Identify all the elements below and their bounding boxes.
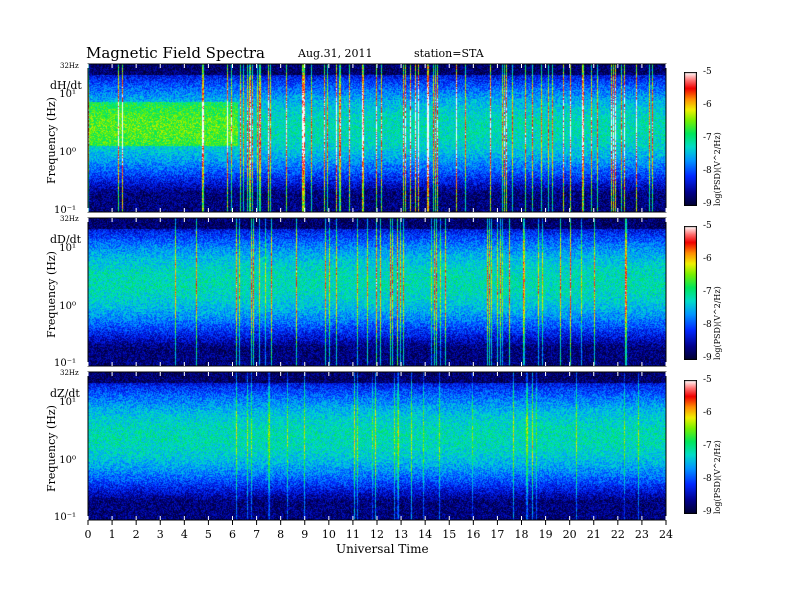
x-tick-label: 9 bbox=[301, 528, 309, 541]
panel-1-colorbar bbox=[684, 72, 697, 206]
x-axis-label: Universal Time bbox=[336, 542, 429, 556]
panel-3-spectrogram bbox=[88, 372, 666, 520]
x-tick-label: 1 bbox=[108, 528, 116, 541]
panel-1-label: dH/dt bbox=[50, 79, 82, 92]
x-tick-label: 17 bbox=[490, 528, 505, 541]
chart-station: station=STA bbox=[414, 47, 484, 60]
x-tick-label: 6 bbox=[229, 528, 236, 541]
panel-1-cb-tick-8: -8 bbox=[703, 166, 712, 176]
panel-1-top-freq: 32Hz bbox=[60, 62, 79, 70]
panel-3-cb-tick-9: -9 bbox=[703, 507, 712, 517]
panel-2-cb-tick-7: -7 bbox=[703, 287, 712, 297]
panel-1-ytick-10: 10¹ bbox=[59, 89, 76, 100]
panel-1-ytick-01: 10⁻¹ bbox=[53, 205, 76, 216]
x-tick-label: 19 bbox=[538, 528, 553, 541]
x-tick-label: 24 bbox=[659, 528, 673, 541]
panel-3-cb-tick-6: -6 bbox=[703, 408, 712, 418]
panel-3-ytick-01: 10⁻¹ bbox=[53, 512, 76, 523]
panel-3-frame bbox=[87, 371, 667, 521]
x-tick-label: 2 bbox=[132, 528, 140, 541]
panel-2-colorbar bbox=[684, 226, 697, 360]
x-tick-label: 3 bbox=[156, 528, 164, 541]
panel-2-cb-tick-8: -8 bbox=[703, 320, 712, 330]
x-tick-label: 20 bbox=[562, 528, 577, 541]
panel-1-cb-tick-9: -9 bbox=[703, 199, 712, 209]
panel-3-cb-tick-5: -5 bbox=[703, 375, 712, 385]
x-tick-label: 7 bbox=[253, 528, 261, 541]
panel-1-spectrogram bbox=[88, 64, 666, 212]
x-tick-label: 13 bbox=[394, 528, 409, 541]
panel-2-ytick-10: 10¹ bbox=[59, 243, 76, 254]
panel-3-colorbar bbox=[684, 380, 697, 514]
panel-1-cb-tick-7: -7 bbox=[703, 133, 712, 143]
x-tick-label: 14 bbox=[418, 528, 433, 541]
x-tick-label: 11 bbox=[345, 528, 360, 541]
panel-2-spectrogram bbox=[88, 218, 666, 366]
x-tick-label: 0 bbox=[84, 528, 92, 541]
panel-3-ytick-10: 10¹ bbox=[59, 397, 76, 408]
x-tick-label: 5 bbox=[204, 528, 212, 541]
panel-2-frame bbox=[87, 217, 667, 367]
x-tick-label: 10 bbox=[321, 528, 336, 541]
panel-3-cb-tick-8: -8 bbox=[703, 474, 712, 484]
panel-1-frame bbox=[87, 63, 667, 213]
panel-2-cb-tick-6: -6 bbox=[703, 254, 712, 264]
panel-3-top-freq: 32Hz bbox=[60, 369, 79, 377]
panel-2-cb-tick-5: -5 bbox=[703, 221, 712, 231]
panel-3-cb-tick-7: -7 bbox=[703, 441, 712, 451]
panel-1-cb-tick-6: -6 bbox=[703, 100, 712, 110]
x-tick-label: 15 bbox=[442, 528, 457, 541]
panel-2-top-freq: 32Hz bbox=[60, 215, 79, 223]
x-tick-label: 22 bbox=[610, 528, 625, 541]
panel-1-ytick-1: 10⁰ bbox=[59, 147, 76, 158]
x-tick-label: 4 bbox=[180, 528, 188, 541]
panel-1-cb-tick-5: -5 bbox=[703, 67, 712, 77]
chart-title: Magnetic Field Spectra bbox=[86, 44, 265, 62]
panel-3-ytick-1: 10⁰ bbox=[59, 455, 76, 466]
panel-2-ytick-1: 10⁰ bbox=[59, 301, 76, 312]
x-tick-label: 23 bbox=[634, 528, 649, 541]
x-tick-label: 18 bbox=[514, 528, 529, 541]
x-tick-label: 12 bbox=[370, 528, 384, 541]
panel-3-label: dZ/dt bbox=[50, 387, 80, 400]
x-tick-label: 8 bbox=[277, 528, 285, 541]
panel-2-cb-tick-9: -9 bbox=[703, 353, 712, 363]
x-tick-label: 16 bbox=[466, 528, 481, 541]
panel-2-ytick-01: 10⁻¹ bbox=[53, 358, 76, 369]
panel-2-label: dD/dt bbox=[50, 233, 82, 246]
x-tick-label: 21 bbox=[586, 528, 601, 541]
chart-date: Aug.31, 2011 bbox=[298, 47, 373, 60]
